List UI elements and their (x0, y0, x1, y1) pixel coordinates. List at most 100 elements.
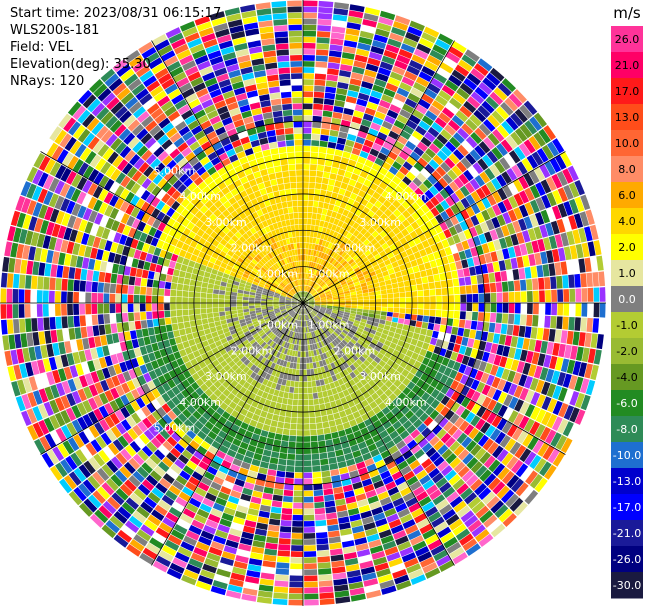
velocity-gate (308, 305, 314, 309)
velocity-gate (149, 335, 157, 344)
velocity-gate (465, 285, 472, 294)
velocity-gate (316, 287, 322, 292)
velocity-gate (383, 199, 392, 209)
velocity-gate (587, 287, 594, 302)
velocity-gate (410, 87, 424, 98)
velocity-gate (173, 269, 180, 277)
velocity-gate (219, 315, 226, 321)
velocity-gate (476, 406, 487, 418)
velocity-gate (133, 303, 140, 312)
velocity-gate (418, 183, 429, 194)
velocity-gate (451, 114, 465, 127)
velocity-gate (362, 113, 374, 122)
velocity-gate (332, 20, 347, 28)
velocity-gate (460, 385, 470, 397)
velocity-gate (315, 67, 327, 74)
velocity-gate (330, 167, 339, 175)
velocity-gate (325, 248, 331, 255)
velocity-gate (206, 293, 213, 299)
velocity-gate (315, 182, 322, 190)
velocity-gate (218, 303, 225, 308)
velocity-gate (454, 303, 461, 311)
velocity-gate (304, 291, 308, 298)
velocity-gate (38, 262, 46, 276)
velocity-gate (437, 231, 447, 241)
velocity-gate (325, 506, 337, 514)
velocity-gate (0, 319, 8, 335)
velocity-gate (86, 269, 94, 281)
velocity-gate (303, 285, 305, 291)
velocity-gate (121, 303, 128, 313)
velocity-gate (409, 114, 421, 125)
velocity-gate (345, 305, 351, 308)
velocity-gate (164, 303, 170, 311)
velocity-gate (44, 330, 52, 344)
velocity-gate (242, 303, 249, 307)
velocity-gate (373, 282, 380, 288)
velocity-gate (12, 304, 19, 319)
velocity-gate (377, 67, 391, 77)
velocity-gate (303, 200, 308, 207)
velocity-gate (478, 123, 492, 136)
velocity-gate (585, 379, 596, 396)
velocity-gate (580, 194, 591, 211)
velocity-gate (361, 256, 369, 264)
velocity-gate (337, 82, 349, 90)
velocity-gate (25, 318, 32, 333)
velocity-gate (167, 331, 175, 339)
velocity-gate (441, 84, 455, 97)
velocity-gate (410, 191, 420, 202)
velocity-gate (277, 464, 286, 472)
velocity-gate (224, 299, 231, 303)
velocity-gate (369, 306, 376, 311)
velocity-gate (326, 184, 334, 192)
velocity-gate (303, 230, 307, 237)
velocity-gate (212, 298, 219, 303)
velocity-gate (516, 337, 524, 349)
velocity-gate (552, 451, 565, 467)
velocity-gate (354, 104, 366, 113)
velocity-gate (440, 210, 450, 221)
velocity-gate (355, 136, 366, 145)
velocity-gate (311, 459, 321, 466)
velocity-gate (44, 263, 52, 277)
velocity-gate (297, 405, 303, 412)
velocity-gate (305, 345, 309, 351)
velocity-gate (381, 303, 388, 308)
velocity-gate (552, 385, 562, 400)
velocity-gate (454, 294, 461, 303)
velocity-gate (352, 336, 359, 342)
velocity-gate (471, 391, 481, 403)
velocity-gate (321, 300, 327, 302)
velocity-gate (381, 120, 393, 130)
velocity-gate (61, 316, 68, 329)
velocity-gate (325, 292, 332, 296)
velocity-gate (459, 105, 473, 118)
velocity-gate (303, 224, 307, 231)
velocity-gate (55, 278, 62, 291)
velocity-gate (308, 301, 315, 303)
velocity-gate (548, 263, 556, 276)
velocity-gate (374, 286, 381, 292)
velocity-gate (560, 261, 568, 275)
velocity-gate (433, 346, 441, 355)
velocity-gate (461, 123, 474, 136)
velocity-gate (545, 290, 551, 302)
velocity-gate (501, 120, 514, 135)
velocity-gate (560, 358, 570, 373)
velocity-gate (421, 342, 430, 351)
velocity-gate (316, 257, 321, 264)
velocity-gate (370, 45, 385, 55)
velocity-gate (452, 234, 461, 244)
velocity-gate (522, 255, 530, 267)
velocity-gate (127, 285, 135, 295)
velocity-gate (20, 333, 28, 348)
velocity-gate (314, 306, 321, 309)
velocity-gate (279, 385, 286, 392)
velocity-gate (381, 298, 388, 303)
velocity-gate (307, 280, 311, 286)
velocity-gate (431, 121, 444, 133)
velocity-gate (323, 286, 329, 291)
velocity-gate (568, 215, 578, 230)
velocity-gate (354, 54, 368, 63)
